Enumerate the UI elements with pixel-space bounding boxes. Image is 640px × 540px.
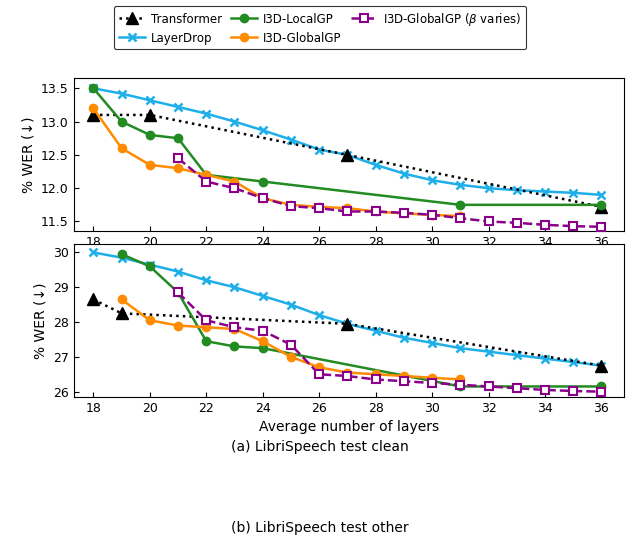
Text: (b) LibriSpeech test other: (b) LibriSpeech test other — [231, 521, 409, 535]
Text: (a) LibriSpeech test clean: (a) LibriSpeech test clean — [231, 440, 409, 454]
Legend: Transformer, LayerDrop, I3D-LocalGP, I3D-GlobalGP, I3D-GlobalGP ($\beta$ varies): Transformer, LayerDrop, I3D-LocalGP, I3D… — [114, 6, 526, 49]
X-axis label: Average number of layers: Average number of layers — [259, 420, 439, 434]
X-axis label: Average number of layers: Average number of layers — [259, 255, 439, 269]
Y-axis label: % WER (↓): % WER (↓) — [33, 282, 47, 359]
Y-axis label: % WER (↓): % WER (↓) — [21, 117, 35, 193]
